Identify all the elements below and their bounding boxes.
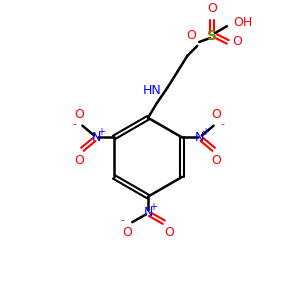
Text: N: N [195, 131, 205, 144]
Text: +: + [97, 127, 105, 136]
Text: O: O [207, 2, 217, 15]
Text: N: N [143, 206, 153, 219]
Text: -: - [120, 215, 124, 225]
Text: O: O [74, 108, 84, 121]
Text: OH: OH [234, 16, 253, 29]
Text: O: O [186, 29, 196, 42]
Text: O: O [122, 226, 132, 239]
Text: O: O [164, 226, 174, 239]
Text: -: - [220, 119, 224, 129]
Text: O: O [74, 154, 84, 167]
Text: HN: HN [142, 84, 161, 97]
Text: O: O [212, 154, 222, 167]
Text: +: + [149, 202, 157, 212]
Text: -: - [73, 119, 76, 129]
Text: +: + [201, 127, 209, 136]
Text: O: O [233, 35, 243, 49]
Text: S: S [207, 29, 217, 43]
Text: N: N [92, 131, 101, 144]
Text: O: O [212, 108, 222, 121]
